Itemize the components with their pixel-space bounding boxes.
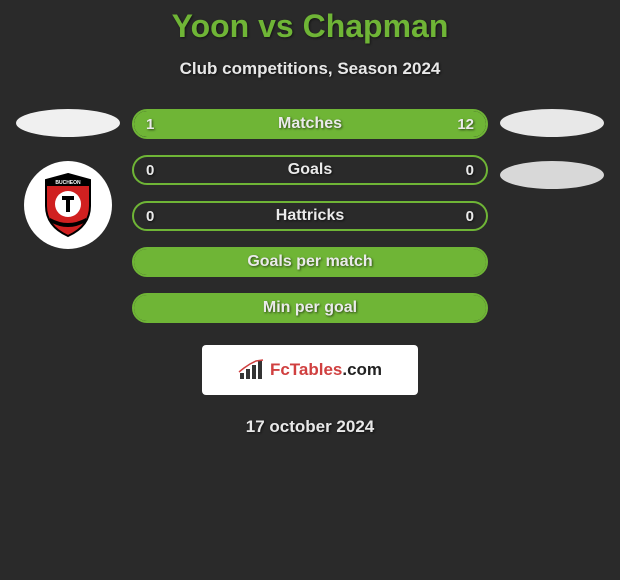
bar-value-right: 12	[457, 116, 474, 133]
brand-logo[interactable]: FcTables.com	[202, 345, 418, 395]
svg-text:BUCHEON: BUCHEON	[55, 180, 81, 186]
brand-name: FcTables	[270, 360, 342, 379]
page-title: Yoon vs Chapman	[0, 8, 620, 45]
date-text: 17 october 2024	[0, 417, 620, 437]
stat-bar-hattricks: 0 0 Hattricks	[132, 201, 488, 231]
page-subtitle: Club competitions, Season 2024	[0, 59, 620, 79]
brand-text: FcTables.com	[270, 360, 382, 380]
bar-value-right: 0	[466, 208, 474, 225]
stats-bars: 1 12 Matches 0 0 Goals 0 0 Hattricks Goals per ma…	[128, 109, 492, 339]
main-row: BUCHEON 1 12 Matches 0 0 Goals 0 0 Hattricks Goal…	[0, 109, 620, 339]
bar-label: Goals per match	[247, 253, 372, 271]
stat-bar-goals-per-match: Goals per match	[132, 247, 488, 277]
stat-bar-matches: 1 12 Matches	[132, 109, 488, 139]
flag-left-icon	[16, 109, 120, 137]
shield-icon: BUCHEON	[40, 172, 96, 238]
comparison-widget: Yoon vs Chapman Club competitions, Seaso…	[0, 0, 620, 437]
bar-value-left: 0	[146, 162, 154, 179]
stat-bar-min-per-goal: Min per goal	[132, 293, 488, 323]
bar-label: Min per goal	[263, 299, 357, 317]
player-right-column	[492, 109, 612, 189]
bar-value-left: 1	[146, 116, 154, 133]
chart-icon	[238, 359, 264, 381]
club-logo-left: BUCHEON	[24, 161, 112, 249]
brand-suffix: .com	[342, 360, 382, 379]
bar-label: Goals	[288, 161, 332, 179]
bar-value-right: 0	[466, 162, 474, 179]
bar-value-left: 0	[146, 208, 154, 225]
stat-bar-goals: 0 0 Goals	[132, 155, 488, 185]
club-flag-right-icon	[500, 161, 604, 189]
bar-label: Hattricks	[276, 207, 344, 225]
bar-fill-left	[134, 111, 197, 137]
player-left-column: BUCHEON	[8, 109, 128, 249]
bar-label: Matches	[278, 115, 342, 133]
flag-right-icon	[500, 109, 604, 137]
